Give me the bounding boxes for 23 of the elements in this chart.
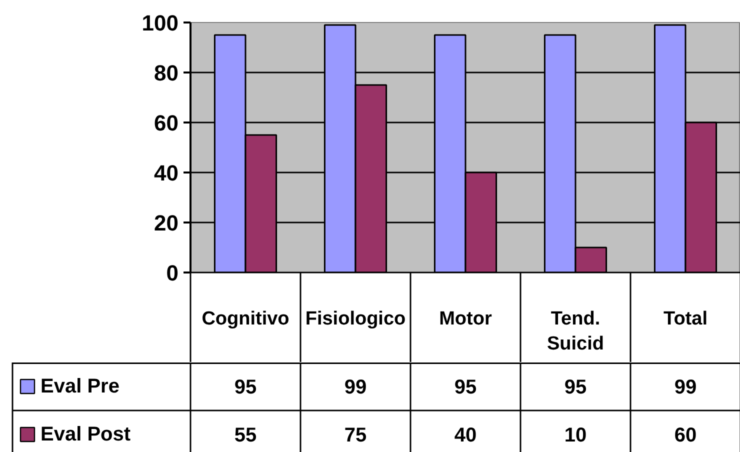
data-label: 75	[344, 424, 367, 446]
data-label: 60	[674, 424, 697, 446]
legend-label: Eval Pre	[40, 376, 120, 398]
y-tick-label: 60	[154, 110, 179, 136]
data-label: 10	[564, 424, 587, 446]
x-tick-label: Tend. Suicid	[546, 308, 604, 355]
data-label: 99	[674, 376, 697, 398]
data-label: 40	[454, 424, 477, 446]
data-label: 95	[454, 376, 477, 398]
x-tick-label: Cognitivo	[202, 308, 290, 330]
y-tick-label: 80	[154, 60, 179, 86]
data-label: 95	[564, 376, 587, 398]
x-tick-label: Fisiologico	[305, 308, 406, 330]
data-label: 99	[344, 376, 367, 398]
y-tick-label: 20	[154, 210, 179, 236]
x-tick-label: Motor	[439, 308, 492, 330]
legend-label: Eval Post	[40, 424, 131, 446]
y-tick-label: 0	[166, 260, 179, 286]
y-tick-label: 100	[142, 10, 179, 36]
data-label: 55	[234, 424, 257, 446]
y-tick-label: 40	[154, 160, 179, 186]
data-label: 95	[234, 376, 257, 398]
x-tick-label: Total	[664, 308, 708, 330]
